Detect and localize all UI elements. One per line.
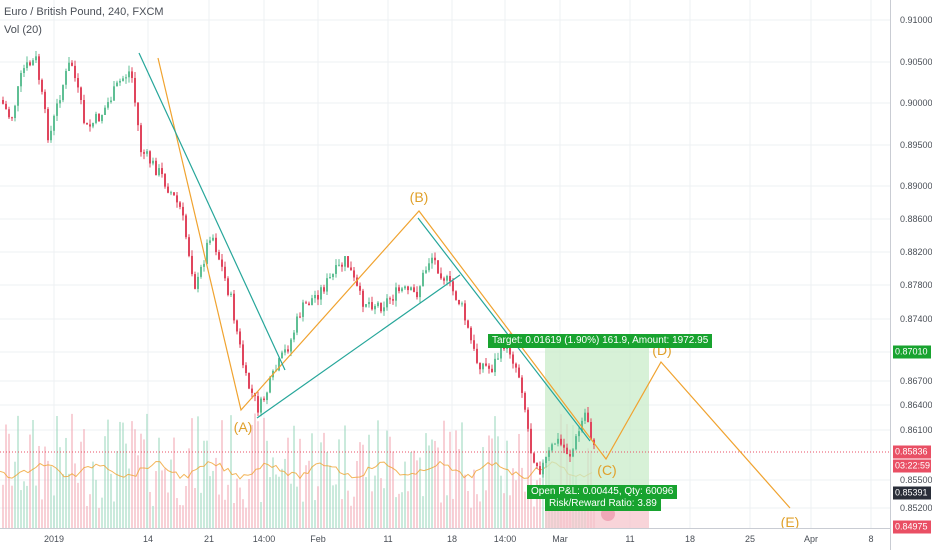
current-price-badge: 0.85836 bbox=[893, 445, 931, 459]
price-tick: 0.86400 bbox=[900, 400, 932, 410]
price-tick: 0.91000 bbox=[900, 15, 932, 25]
entry-price-badge: 0.85391 bbox=[893, 486, 931, 500]
candlesticks bbox=[2, 51, 595, 478]
price-tick: 0.87400 bbox=[900, 314, 932, 324]
time-tick: 11 bbox=[625, 534, 635, 544]
trend-line-1[interactable] bbox=[138, 52, 286, 371]
time-tick: 14:00 bbox=[252, 534, 276, 544]
bar-countdown-badge: 03:22:59 bbox=[893, 459, 931, 473]
symbol-legend[interactable]: Euro / British Pound, 240, FXCM bbox=[4, 6, 164, 18]
trend-line-3[interactable] bbox=[417, 217, 591, 442]
time-tick: 21 bbox=[203, 534, 215, 544]
chart-canvas[interactable]: 2 Euro / British Pound, 240, FXCM Vol (2… bbox=[0, 0, 890, 528]
price-tick: 0.87800 bbox=[900, 280, 932, 290]
price-tick: 0.90500 bbox=[900, 57, 932, 67]
price-chart[interactable]: 2 bbox=[0, 0, 890, 528]
price-tick: 0.86100 bbox=[900, 425, 932, 435]
target-label[interactable]: Target: 0.01619 (1.90%) 161.9, Amount: 1… bbox=[488, 334, 713, 348]
price-tick: 0.89000 bbox=[900, 181, 932, 191]
time-tick: Feb bbox=[310, 534, 326, 544]
risk-reward-label[interactable]: Risk/Reward Ratio: 3.89 bbox=[545, 497, 661, 511]
price-axis[interactable]: 0.91000 0.90500 0.90000 0.89500 0.89000 … bbox=[890, 0, 932, 550]
price-tick: 0.90000 bbox=[900, 98, 932, 108]
time-tick: Mar bbox=[552, 534, 568, 544]
time-tick: 25 bbox=[744, 534, 756, 544]
wave-label-b: (B) bbox=[409, 189, 429, 205]
time-tick: 8 bbox=[868, 534, 874, 544]
price-tick: 0.85200 bbox=[900, 503, 932, 513]
price-tick: 0.89500 bbox=[900, 140, 932, 150]
low-price-badge: 0.84975 bbox=[893, 520, 931, 534]
time-tick: 14 bbox=[142, 534, 154, 544]
time-axis[interactable]: 2019 14 21 14:00 Feb 11 18 14:00 Mar 11 … bbox=[0, 528, 890, 551]
time-tick: 11 bbox=[383, 534, 393, 544]
open-pnl-label[interactable]: Open P&L: 0.00445, Qty: 60096 bbox=[527, 485, 678, 499]
time-tick: Apr bbox=[803, 534, 819, 544]
volume-bars bbox=[0, 413, 595, 528]
wave-label-c: (C) bbox=[597, 462, 617, 478]
time-tick: 18 bbox=[446, 534, 458, 544]
time-tick: 2019 bbox=[43, 534, 65, 544]
trend-line-2[interactable] bbox=[256, 274, 461, 419]
wave-label-a: (A) bbox=[233, 419, 253, 435]
price-tick: 0.85500 bbox=[900, 475, 932, 485]
price-tick: 0.88200 bbox=[900, 247, 932, 257]
time-tick: 14:00 bbox=[493, 534, 517, 544]
volume-legend[interactable]: Vol (20) bbox=[4, 24, 42, 36]
price-tick: 0.86700 bbox=[900, 376, 932, 386]
target-price-badge: 0.87010 bbox=[893, 345, 931, 359]
time-tick: 18 bbox=[684, 534, 696, 544]
wave-label-e: (E) bbox=[780, 514, 800, 528]
price-tick: 0.88600 bbox=[900, 214, 932, 224]
